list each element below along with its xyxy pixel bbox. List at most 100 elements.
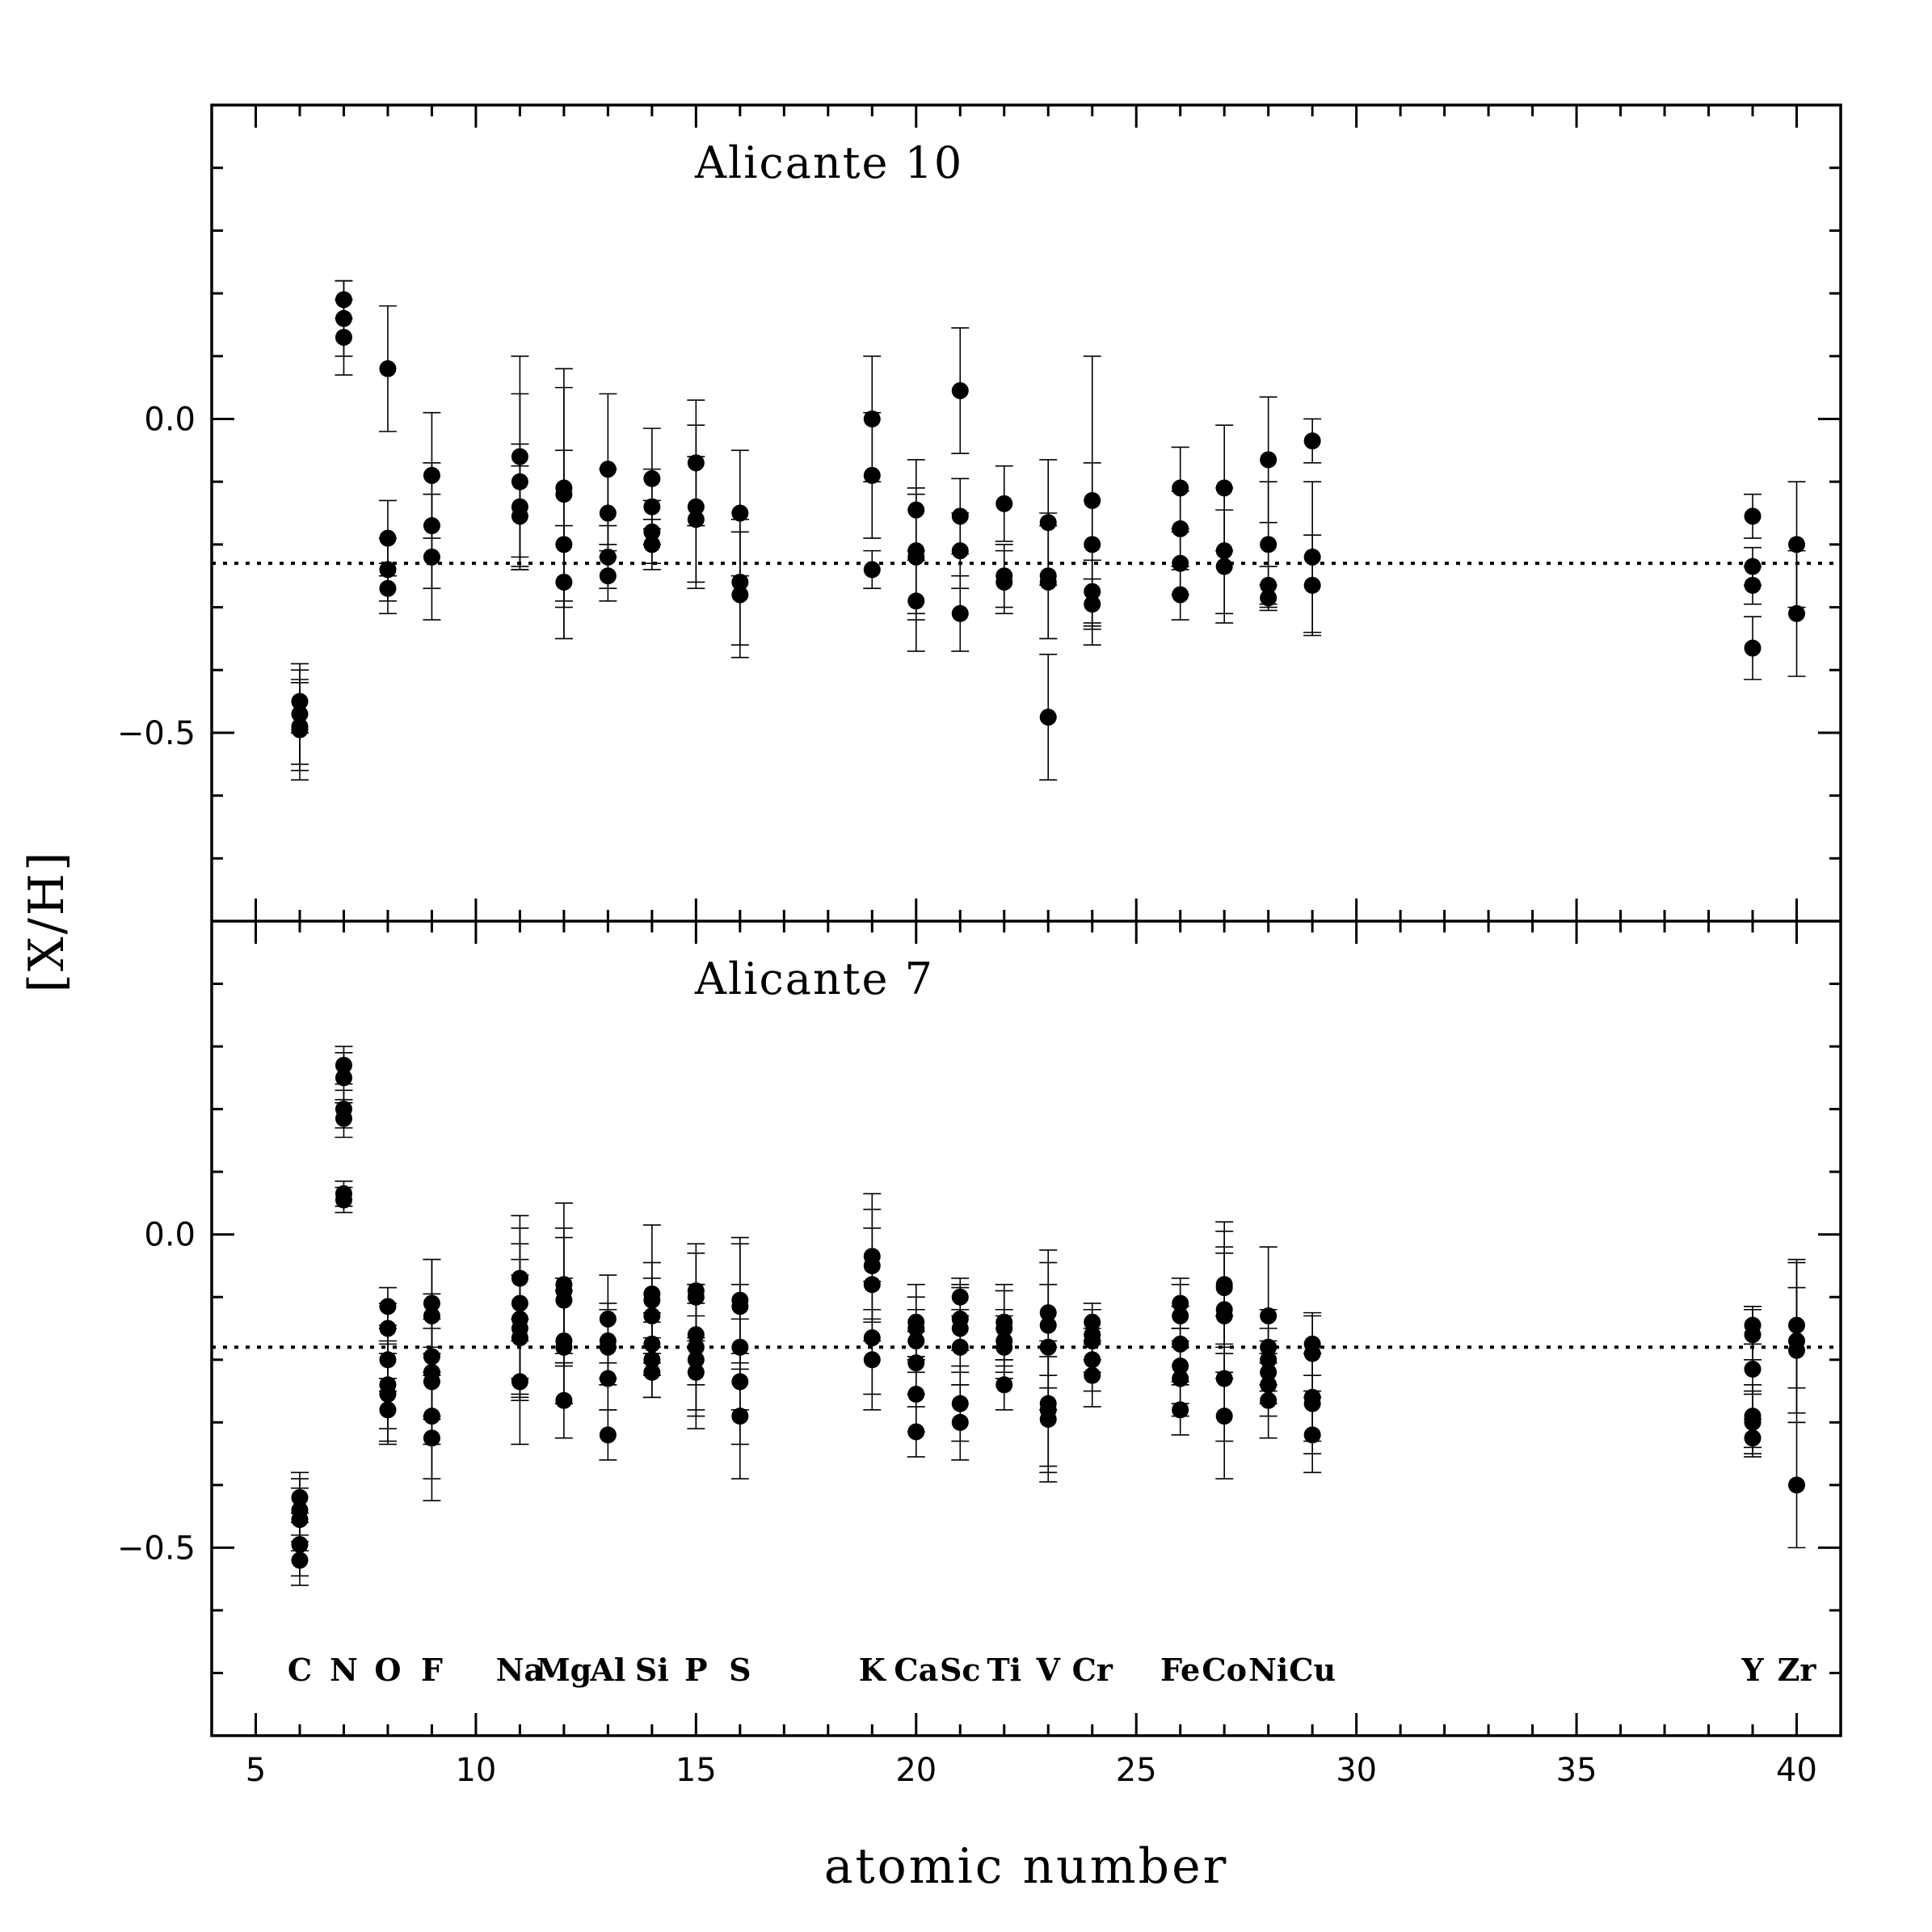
- y-axis-label: [X/H]: [19, 849, 75, 992]
- panel-title-alicante-7: Alicante 7: [694, 953, 934, 1004]
- panel-alicante-10: 0.0 −0.5 Alicante 10: [117, 105, 1842, 921]
- data-point: [1172, 520, 1189, 537]
- data-point: [1084, 536, 1101, 554]
- data-point: [555, 1391, 573, 1409]
- data-point: [1039, 1410, 1057, 1428]
- element-label: Zr: [1778, 1652, 1817, 1688]
- x-tick-label: 25: [1116, 1752, 1157, 1789]
- data-point: [555, 1338, 573, 1356]
- element-label: Co: [1202, 1652, 1247, 1688]
- data-point: [907, 592, 925, 610]
- data-point: [1260, 451, 1277, 469]
- data-point: [1744, 1360, 1762, 1378]
- data-point: [379, 579, 397, 597]
- element-label: Ti: [987, 1652, 1021, 1688]
- element-label: C: [288, 1652, 312, 1688]
- x-tick-label: 20: [895, 1752, 937, 1789]
- y-tick-label: 0.0: [144, 1217, 196, 1254]
- data-point: [643, 536, 661, 554]
- data-point: [1084, 596, 1101, 613]
- data-point: [1260, 589, 1277, 607]
- element-label: Fe: [1160, 1652, 1200, 1688]
- data-point: [1788, 604, 1806, 622]
- data-point: [1172, 479, 1189, 497]
- data-point: [1303, 576, 1321, 594]
- element-label: Cu: [1289, 1652, 1336, 1688]
- element-label: Cr: [1072, 1652, 1113, 1688]
- data-point: [687, 1363, 705, 1381]
- y-tick-label: −0.5: [117, 1530, 196, 1567]
- data-point: [1172, 1370, 1189, 1387]
- data-point: [1788, 1476, 1806, 1494]
- data-point: [423, 548, 440, 566]
- x-tick-label: 35: [1556, 1752, 1597, 1789]
- x-tick-label: 40: [1776, 1752, 1817, 1789]
- data-point: [1039, 573, 1057, 591]
- data-point: [907, 1423, 925, 1441]
- element-label: Mg: [537, 1652, 592, 1688]
- data-point: [1039, 709, 1057, 726]
- data-point: [995, 573, 1013, 591]
- data-point: [951, 1338, 969, 1356]
- data-point: [1744, 1326, 1762, 1344]
- data-point: [1744, 576, 1762, 594]
- data-point: [863, 1351, 881, 1369]
- y-tick-label: 0.0: [144, 401, 196, 438]
- data-point: [951, 542, 969, 560]
- element-label: Na: [496, 1652, 544, 1688]
- data-point: [1172, 1401, 1189, 1419]
- data-point: [1744, 507, 1762, 525]
- data-point: [1303, 1426, 1321, 1444]
- data-point: [731, 1408, 749, 1425]
- data-point: [687, 511, 705, 528]
- data-point: [599, 567, 617, 585]
- element-label: K: [859, 1652, 887, 1688]
- x-tick-label: 30: [1336, 1752, 1377, 1789]
- element-label: O: [374, 1652, 401, 1688]
- data-point: [511, 1373, 528, 1391]
- data-point: [951, 1413, 969, 1431]
- data-point: [1260, 536, 1277, 554]
- x-tick-label: 5: [246, 1752, 266, 1789]
- data-point: [1172, 554, 1189, 572]
- data-point: [291, 1551, 309, 1569]
- data-point: [599, 1426, 617, 1444]
- x-tick-label: 15: [676, 1752, 717, 1789]
- element-label: V: [1036, 1652, 1062, 1688]
- element-label: N: [330, 1652, 358, 1688]
- data-point: [335, 1109, 352, 1127]
- data-point: [511, 507, 528, 525]
- data-point: [863, 561, 881, 579]
- data-point: [995, 1376, 1013, 1394]
- data-point: [1215, 1408, 1233, 1425]
- data-point: [599, 1370, 617, 1387]
- data-point: [995, 1338, 1013, 1356]
- element-label: Sc: [940, 1652, 981, 1688]
- data-point: [951, 604, 969, 622]
- element-label: P: [684, 1652, 708, 1688]
- data-point: [1260, 1391, 1277, 1409]
- panel-title-alicante-10: Alicante 10: [694, 137, 963, 188]
- element-label: Ca: [894, 1652, 938, 1688]
- element-label: Al: [589, 1652, 625, 1688]
- data-point: [1084, 1366, 1101, 1384]
- data-point: [335, 328, 352, 346]
- data-point: [1215, 558, 1233, 575]
- panel-alicante-7: 0.0 −0.5 Alicante 7: [117, 921, 1842, 1736]
- data-point: [731, 586, 749, 604]
- data-point: [1788, 1341, 1806, 1359]
- data-point: [1744, 1429, 1762, 1447]
- element-label: Ni: [1248, 1652, 1288, 1688]
- data-point: [423, 1429, 440, 1447]
- element-label: F: [421, 1652, 443, 1688]
- element-label: Si: [635, 1652, 669, 1688]
- data-point: [335, 1069, 352, 1087]
- data-point: [643, 1363, 661, 1381]
- y-tick-label: −0.5: [117, 715, 196, 752]
- data-point: [335, 1191, 352, 1209]
- data-point: [379, 1401, 397, 1419]
- data-point: [599, 504, 617, 522]
- data-point: [555, 573, 573, 591]
